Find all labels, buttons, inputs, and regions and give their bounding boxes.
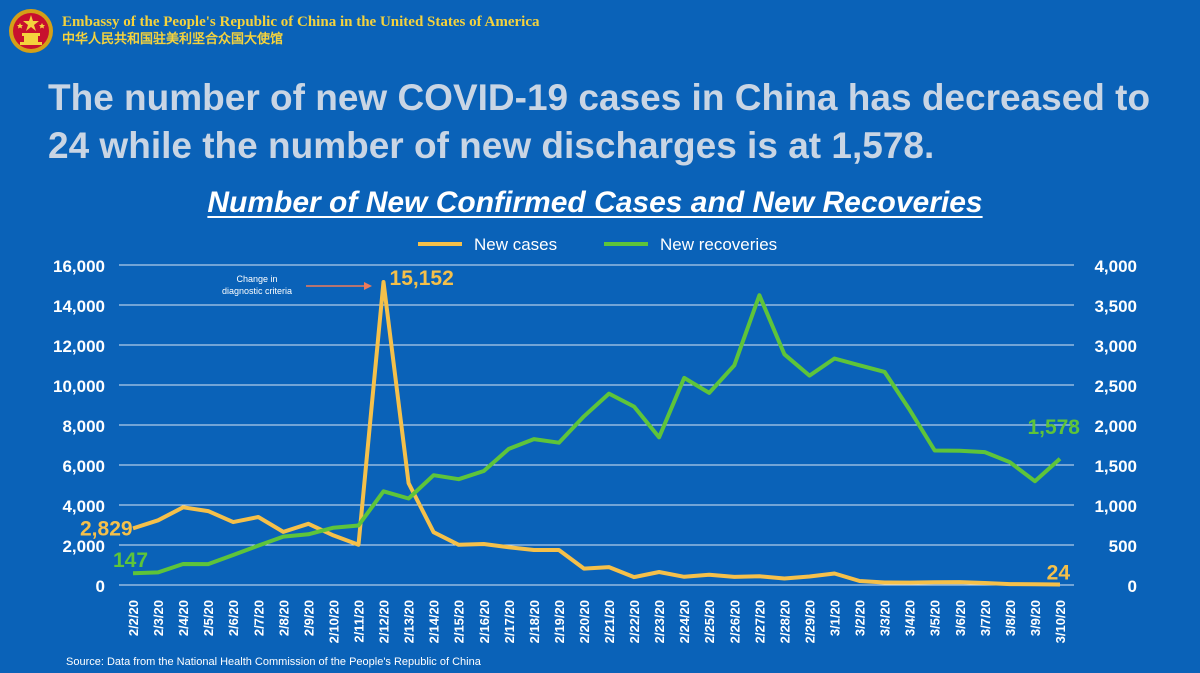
x-tick-label: 2/28/20 [777, 600, 792, 643]
x-tick-label: 2/23/20 [652, 600, 667, 643]
x-tick-label: 3/2/20 [853, 600, 868, 636]
x-tick-label: 3/9/20 [1028, 600, 1043, 636]
x-tick-label: 2/25/20 [702, 600, 717, 643]
annotation-arrow-head [364, 282, 372, 290]
y-left-tick-label: 4,000 [62, 497, 105, 516]
x-tick-label: 2/3/20 [151, 600, 166, 636]
x-tick-label: 2/19/20 [552, 600, 567, 643]
x-tick-label: 2/22/20 [627, 600, 642, 643]
headline: The number of new COVID-19 cases in Chin… [48, 77, 1151, 166]
annotation-note-line: diagnostic criteria [222, 286, 292, 296]
embassy-name-en: Embassy of the People's Republic of Chin… [62, 14, 540, 30]
y-left-tick-label: 12,000 [53, 337, 105, 356]
y-right-tick-label: 500 [1109, 537, 1137, 556]
x-tick-label: 2/2/20 [126, 600, 141, 636]
x-tick-label: 2/29/20 [802, 600, 817, 643]
series-line-new-recoveries [132, 293, 1062, 576]
x-tick-label: 2/8/20 [276, 600, 291, 636]
y-left-tick-label: 2,000 [62, 537, 105, 556]
legend-label: New recoveries [660, 235, 777, 254]
y-right-tick-label: 0 [1128, 577, 1137, 596]
x-tick-label: 2/16/20 [477, 600, 492, 643]
y-right-tick-label: 3,500 [1094, 297, 1137, 316]
x-tick-label: 2/12/20 [377, 600, 392, 643]
y-right-tick-label: 1,000 [1094, 497, 1137, 516]
x-tick-label: 2/21/20 [602, 600, 617, 643]
y-right-tick-label: 3,000 [1094, 337, 1137, 356]
x-tick-label: 3/5/20 [928, 600, 943, 636]
x-tick-label: 2/15/20 [452, 600, 467, 643]
y-left-tick-label: 16,000 [53, 257, 105, 276]
x-tick-label: 3/8/20 [1003, 600, 1018, 636]
x-tick-label: 2/4/20 [176, 600, 191, 636]
y-right-tick-label: 4,000 [1094, 257, 1137, 276]
x-tick-label: 2/27/20 [752, 600, 767, 643]
x-tick-label: 2/18/20 [527, 600, 542, 643]
embassy-header: Embassy of the People's Republic of Chin… [8, 8, 540, 54]
y-left-tick-label: 6,000 [62, 457, 105, 476]
x-tick-label: 2/7/20 [251, 600, 266, 636]
y-left-tick-label: 10,000 [53, 377, 105, 396]
embassy-name-zh: 中华人民共和国驻美利坚合众国大使馆 [62, 32, 284, 47]
x-tick-label: 2/14/20 [427, 600, 442, 643]
chart-title: Number of New Confirmed Cases and New Re… [207, 186, 983, 219]
x-tick-label: 3/7/20 [978, 600, 993, 636]
x-tick-label: 3/3/20 [878, 600, 893, 636]
x-tick-label: 2/24/20 [677, 600, 692, 643]
x-tick-label: 3/6/20 [953, 600, 968, 636]
data-label: 24 [1047, 562, 1071, 585]
x-tick-label: 2/20/20 [577, 600, 592, 643]
x-tick-label: 3/4/20 [903, 600, 918, 636]
x-tick-label: 2/13/20 [402, 600, 417, 643]
x-tick-label: 2/9/20 [301, 600, 316, 636]
x-tick-label: 2/26/20 [727, 600, 742, 643]
data-label: 15,152 [390, 267, 454, 290]
y-left-tick-label: 0 [96, 577, 105, 596]
x-tick-label: 2/11/20 [351, 600, 366, 643]
series-line-new-cases [132, 280, 1061, 587]
source-note: Source: Data from the National Health Co… [66, 656, 481, 668]
data-label: 2,829 [80, 517, 133, 540]
y-left-tick-label: 8,000 [62, 417, 105, 436]
x-tick-label: 2/5/20 [201, 600, 216, 636]
x-tick-label: 2/10/20 [326, 600, 341, 643]
data-label: 147 [113, 549, 148, 572]
annotation-note-line: Change in [236, 274, 277, 284]
x-tick-label: 3/10/20 [1053, 600, 1068, 643]
y-right-tick-label: 2,000 [1094, 417, 1137, 436]
x-tick-label: 3/1/20 [828, 600, 843, 636]
y-right-tick-label: 2,500 [1094, 377, 1137, 396]
national-emblem-icon [9, 9, 53, 53]
x-tick-label: 2/17/20 [502, 600, 517, 643]
y-left-tick-label: 14,000 [53, 297, 105, 316]
legend-label: New cases [474, 235, 557, 254]
y-right-tick-label: 1,500 [1094, 457, 1137, 476]
data-label: 1,578 [1027, 416, 1080, 439]
x-tick-label: 2/6/20 [226, 600, 241, 636]
